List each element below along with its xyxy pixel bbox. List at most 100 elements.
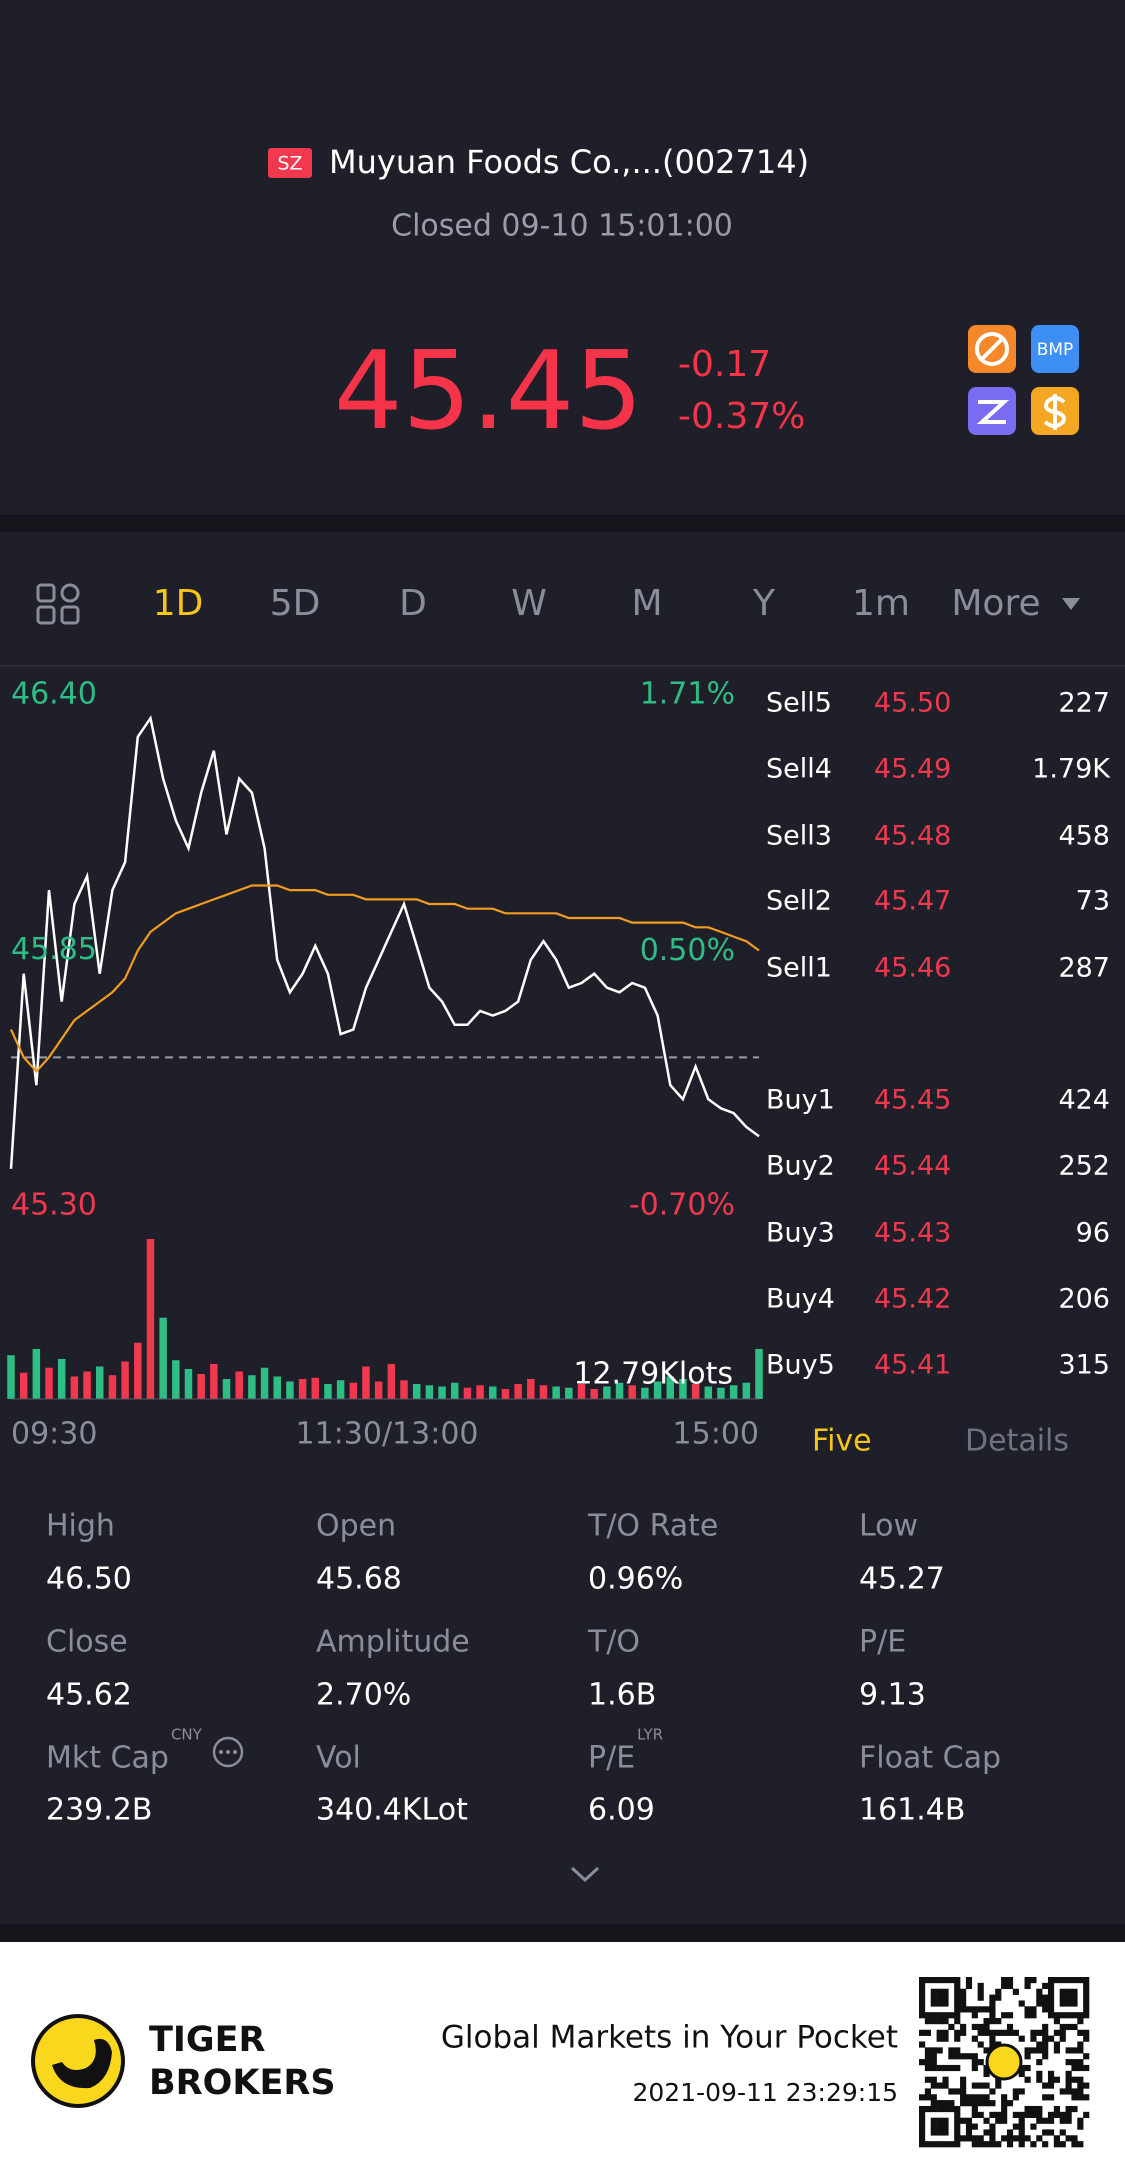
qr-cell [919, 2111, 926, 2118]
qr-cell [1001, 2105, 1008, 2113]
qr-cell [1006, 2029, 1014, 2036]
grid-icon[interactable] [36, 583, 80, 625]
period-tab[interactable]: M [631, 583, 662, 624]
qr-cell [995, 1994, 1002, 2001]
timestamp: 2021-09-11 23:29:15 [632, 2078, 898, 2107]
stat-value: 46.50 [46, 1562, 132, 1597]
qr-cell [1024, 1982, 1031, 1990]
qr-cell [1071, 2088, 1078, 2095]
qr-cell [1071, 2012, 1078, 2019]
qr-cell [936, 2035, 943, 2042]
qr-cell [936, 2064, 943, 2072]
qr-cell [1059, 2111, 1066, 2118]
book-tab[interactable]: Five [812, 1424, 872, 1459]
qr-cell [1053, 2135, 1060, 2142]
qr-cell [954, 2035, 961, 2042]
qr-cell [1001, 2029, 1008, 2036]
qr-cell [1001, 2100, 1008, 2107]
volume-bar [387, 1363, 396, 1399]
qr-cell [942, 2105, 949, 2113]
qr-cell [1059, 1988, 1066, 1995]
info-icon[interactable] [212, 1736, 244, 1768]
stat-value: 2.70% [316, 1678, 411, 1713]
qr-cell [1077, 1977, 1084, 1984]
icon[interactable] [1031, 325, 1079, 373]
qr-cell [924, 2105, 932, 2113]
period-tab[interactable]: Y [752, 583, 776, 624]
qr-cell [1059, 2023, 1066, 2031]
qr-cell [989, 2006, 996, 2013]
qr-cell [1077, 2117, 1084, 2124]
qr-cell [1077, 2094, 1084, 2101]
qr-cell [948, 2100, 955, 2107]
market-status: Closed 09-10 15:01:00 [391, 209, 733, 244]
volume-bar [729, 1385, 738, 1399]
qr-cell [1077, 2088, 1084, 2095]
period-tab[interactable]: D [399, 583, 427, 624]
x-tick-label: 15:00 [673, 1417, 759, 1452]
qr-cell [948, 2064, 955, 2072]
volume-bar [742, 1382, 751, 1399]
book-price: 45.44 [874, 1151, 951, 1182]
qr-cell [1042, 1994, 1049, 2001]
period-tab[interactable]: More [951, 583, 1040, 624]
book-level: Buy4 [766, 1284, 835, 1315]
qr-cell [924, 2053, 932, 2060]
x-tick-label: 11:30/13:00 [295, 1417, 478, 1452]
qr-cell [1030, 1977, 1037, 1984]
qr-cell [1077, 2012, 1084, 2019]
qr-cell [965, 2117, 973, 2124]
qr-cell [924, 1977, 932, 1984]
qr-cell [977, 2041, 984, 2048]
qr-cell [954, 1994, 961, 2001]
qr-cell [965, 1977, 973, 1984]
qr-cell [1006, 2023, 1014, 2031]
qr-cell [1053, 2141, 1060, 2148]
qr-cell [1065, 2105, 1072, 2113]
stat-value: 0.96% [588, 1562, 683, 1597]
qr-cell [1042, 1982, 1049, 1990]
qr-cell [965, 2129, 973, 2136]
volume-bar [324, 1383, 332, 1399]
qr-cell [1059, 1977, 1066, 1984]
qr-cell [1047, 1982, 1055, 1990]
qr-cell [919, 2129, 926, 2136]
qr-cell [1065, 2047, 1072, 2054]
qr-cell [930, 2018, 937, 2025]
qr-cell [1071, 2105, 1078, 2113]
expand-chevron[interactable] [570, 1866, 600, 1883]
qr-cell [960, 1994, 967, 2001]
qr-cell [977, 2029, 984, 2036]
qr-cell [971, 2105, 978, 2113]
period-tab[interactable]: W [511, 583, 547, 624]
period-tab[interactable]: 5D [270, 583, 321, 624]
qr-cell [1071, 2059, 1078, 2066]
qr-cell [1006, 2012, 1014, 2019]
qr-cell [1042, 2035, 1049, 2042]
qr-cell [1065, 2000, 1072, 2007]
qr-cell [1042, 2000, 1049, 2007]
qr-cell [954, 2053, 961, 2060]
qr-cell [989, 2135, 996, 2142]
volume-bar [565, 1387, 573, 1399]
qr-cell [1036, 2117, 1043, 2124]
info-dot [219, 1750, 223, 1754]
qr-cell [983, 2129, 990, 2136]
stock-name: Muyuan Foods Co.,...(002714) [329, 143, 809, 181]
period-tab[interactable]: 1D [153, 583, 204, 624]
qr-cell [977, 2023, 984, 2031]
qr-cell [971, 2059, 978, 2066]
qr-cell [1018, 2123, 1025, 2130]
slogan: Global Markets in Your Pocket [441, 2020, 898, 2056]
qr-cell [965, 2123, 973, 2130]
qr-cell [930, 2141, 937, 2148]
period-tab[interactable]: 1m [852, 583, 910, 624]
qr-cell [977, 1988, 984, 1995]
qr-cell [960, 2006, 967, 2013]
qr-cell [919, 2117, 926, 2124]
qr-cell [1024, 2111, 1031, 2118]
book-tab[interactable]: Details [965, 1424, 1069, 1459]
icon-glyph [976, 400, 1010, 424]
qr-cell [1059, 2012, 1066, 2019]
qr-cell [930, 1977, 937, 1984]
